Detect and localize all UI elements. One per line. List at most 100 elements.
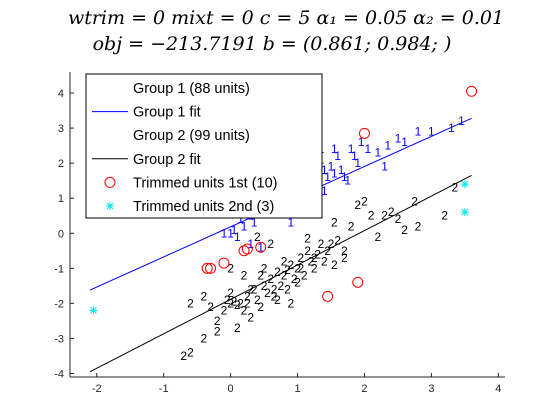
y-tick-label: 1 xyxy=(58,193,64,205)
group2-point: 2 xyxy=(244,296,251,310)
group1-point: 1 xyxy=(331,142,338,156)
group2-point: 2 xyxy=(291,272,298,286)
group1-point: 1 xyxy=(321,163,328,177)
group2-point: 2 xyxy=(224,293,231,307)
legend: Group 1 (88 units) Group 1 fit Group 2 (99… xyxy=(85,73,323,219)
group2-point: 2 xyxy=(284,282,291,296)
trimmed1-point xyxy=(205,262,217,274)
group2-point: 2 xyxy=(288,258,295,272)
x-tick-label: 2 xyxy=(361,383,367,395)
legend-label: Group 2 fit xyxy=(133,152,201,168)
group2-point: 2 xyxy=(187,345,194,359)
group1-point: 1 xyxy=(237,212,244,226)
group2-point: 2 xyxy=(180,349,187,363)
group2-point: 2 xyxy=(187,296,194,310)
group1-point: 1 xyxy=(324,170,331,184)
y-tick-label: 3 xyxy=(58,123,64,135)
chart-title-line2: obj = −213.7191 b = (0.861; 0.984; ) xyxy=(93,33,452,55)
group2-point: 2 xyxy=(311,251,318,265)
trimmed2-point xyxy=(460,208,469,217)
group2-point: 2 xyxy=(298,251,305,265)
group2-point: 2 xyxy=(271,289,278,303)
legend-label: Group 2 (99 units) xyxy=(133,128,250,144)
x-tick-label: -2 xyxy=(92,383,102,395)
group2-point: 2 xyxy=(257,268,264,282)
group2-point: 2 xyxy=(294,275,301,289)
group1-point: 1 xyxy=(231,223,238,237)
group1-point: 1 xyxy=(227,226,234,240)
legend-label: Group 1 (88 units) xyxy=(133,81,250,97)
x-tick-label: 3 xyxy=(428,383,434,395)
group1-point: 1 xyxy=(288,216,295,230)
group2-point: 2 xyxy=(304,232,311,246)
group2-point: 2 xyxy=(214,314,221,328)
trimmed1-point xyxy=(201,262,213,274)
group2-point: 2 xyxy=(451,181,458,195)
group2-point: 2 xyxy=(395,212,402,226)
group2-point: 2 xyxy=(401,223,408,237)
group2-point: 2 xyxy=(267,272,274,286)
group2-point: 2 xyxy=(334,233,341,247)
group2-point: 2 xyxy=(247,310,254,324)
group2-point: 2 xyxy=(331,258,338,272)
group2-point: 2 xyxy=(298,261,305,275)
trimmed2-point xyxy=(89,306,98,315)
group2-point: 2 xyxy=(388,205,395,219)
group1-point: 1 xyxy=(428,125,435,139)
trimmed1-point xyxy=(255,241,267,253)
group1-point: 1 xyxy=(341,170,348,184)
y-tick-label: 2 xyxy=(58,158,64,170)
group2-point: 2 xyxy=(441,209,448,223)
legend-label: Group 1 fit xyxy=(133,105,201,121)
group1-point: 1 xyxy=(348,142,355,156)
x-tick-label: 0 xyxy=(228,383,234,395)
group2-point: 2 xyxy=(261,279,268,293)
group2-point: 2 xyxy=(411,195,418,209)
group2-point: 2 xyxy=(341,244,348,258)
group2-point: 2 xyxy=(231,295,238,309)
group1-point: 1 xyxy=(381,160,388,174)
group1-point: 1 xyxy=(354,156,361,170)
group2-point: 2 xyxy=(267,237,274,251)
group2-point: 2 xyxy=(354,198,361,212)
group1-point: 1 xyxy=(257,240,264,254)
group1-point: 1 xyxy=(351,149,358,163)
y-tick-label: 0 xyxy=(58,228,64,240)
trimmed1-point xyxy=(322,290,334,302)
group1-point: 1 xyxy=(415,125,422,139)
group2-point: 2 xyxy=(381,209,388,223)
group1-point: 1 xyxy=(385,139,392,153)
group2-point: 2 xyxy=(261,261,268,275)
legend-trimmed1-marker xyxy=(104,176,116,188)
group2-point: 2 xyxy=(277,279,284,293)
legend-box xyxy=(85,73,323,219)
trimmed1-point xyxy=(218,257,230,269)
group2-point: 2 xyxy=(234,298,241,312)
y-tick-label: -2 xyxy=(54,298,64,310)
group2-point: 2 xyxy=(237,296,244,310)
group1-point: 1 xyxy=(221,226,228,240)
group2-point: 2 xyxy=(281,254,288,268)
group2-point: 2 xyxy=(415,219,422,233)
legend-label: Trimmed units 2nd (3) xyxy=(133,199,274,215)
legend-label: Trimmed units 1st (10) xyxy=(133,175,278,191)
group2-point: 2 xyxy=(227,286,234,300)
group1-point: 1 xyxy=(458,114,465,128)
trimmed2-point xyxy=(460,180,469,189)
trimmed1-point xyxy=(358,127,370,139)
group2-point: 2 xyxy=(257,300,264,314)
group2-point: 2 xyxy=(244,289,251,303)
group2-point: 2 xyxy=(294,261,301,275)
group2-point: 2 xyxy=(201,331,208,345)
group2-point: 2 xyxy=(227,261,234,275)
group1-point: 1 xyxy=(401,135,408,149)
trimmed1-point xyxy=(352,276,364,288)
x-tick-label: -1 xyxy=(159,383,169,395)
group2-point: 2 xyxy=(227,296,234,310)
group2-point: 2 xyxy=(234,321,241,335)
x-tick-label: 4 xyxy=(495,383,501,395)
group1-point: 1 xyxy=(241,219,248,233)
group2-point: 2 xyxy=(274,293,281,307)
